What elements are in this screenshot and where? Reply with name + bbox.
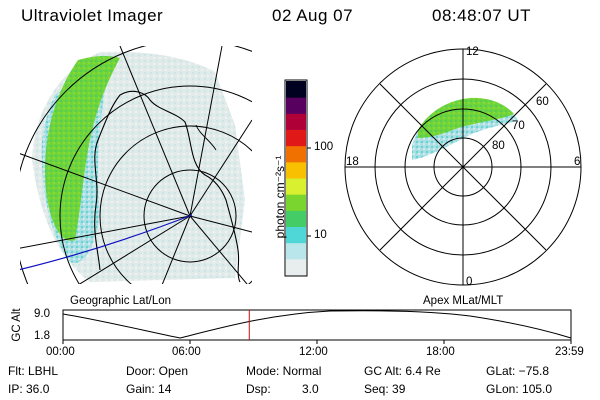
colorbar-cell [286,210,306,227]
colorbar-cell [286,258,306,276]
altitude-xtick-0: 00:00 [46,346,75,358]
colorbar-cell [286,194,306,211]
info-filter: Flt: LBHL [8,364,59,378]
colorbar-cell [286,242,306,260]
emission-green-band [45,55,120,241]
info-gc-alt: GC Alt: 6.4 Re [364,364,441,378]
altitude-ylabel: GC Alt [11,308,23,342]
mlat-label-70: 70 [512,120,525,132]
date-label: 02 Aug 07 [272,6,354,25]
altitude-xtick-2: 12:00 [299,346,328,358]
colorbar [284,79,311,277]
altitude-xtick-1: 06:00 [172,346,201,358]
mlt-label-12: 12 [466,46,479,58]
polar-green-oval [418,97,514,138]
mlat-label-60: 60 [536,96,549,108]
mlt-label-18: 18 [346,156,359,168]
colorbar-cell [286,161,306,179]
colorbar-cell [286,226,306,244]
colorbar-tick-100: 100 [314,141,334,153]
altitude-plot [62,309,572,344]
time-label: 08:48:07 UT [432,6,532,25]
left-panel-caption: Geographic Lat/Lon [70,295,172,307]
colorbar-tick-10: 10 [314,229,327,241]
altitude-ytick-high: 9.0 [34,308,50,320]
colorbar-cell [286,97,306,114]
info-ip: IP: 36.0 [8,382,50,396]
colorbar-cell [286,113,306,130]
altitude-xtick-4: 23:59 [555,346,584,358]
mlat-label-80: 80 [492,140,505,152]
colorbar-cell [286,81,306,98]
info-glat: GLat: −75.8 [486,364,550,378]
mlt-label-6: 6 [574,156,581,168]
right-panel-caption: Apex MLat/MLT [423,295,504,307]
altitude-curve [62,310,572,339]
coastline [94,90,241,283]
info-dsp-value: 3.0 [302,382,319,396]
info-glon: GLon: 105.0 [486,382,553,396]
instrument-title: Ultraviolet Imager [21,6,164,25]
altitude-xtick-3: 18:00 [426,346,455,358]
info-dsp-label: Dsp: [246,382,271,396]
info-mode: Mode: Normal [246,364,322,378]
altitude-ytick-low: 1.8 [34,330,50,342]
polar-map [344,48,582,286]
info-gain: Gain: 14 [126,382,172,396]
info-seq: Seq: 39 [364,382,406,396]
colorbar-unit-label: photon cm⁻²s⁻¹ [273,155,287,239]
geographic-map [20,46,252,284]
colorbar-cell [286,178,306,195]
mlt-label-0: 0 [466,276,473,288]
colorbar-cell [286,145,306,163]
info-door: Door: Open [126,364,189,378]
colorbar-cell [286,129,306,147]
terminator-line [20,214,193,271]
